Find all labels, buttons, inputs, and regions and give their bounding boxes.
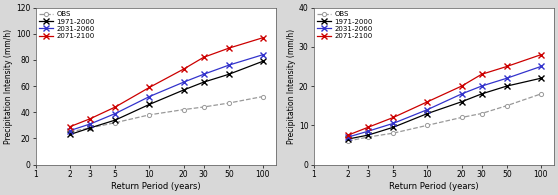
OBS — [87, 127, 94, 129]
2071-2100 — [478, 73, 485, 75]
OBS — [345, 140, 352, 142]
OBS — [458, 116, 465, 119]
2031-2060 — [503, 77, 510, 79]
2071-2100 — [180, 68, 187, 70]
2071-2100 — [537, 54, 544, 56]
2031-2060 — [112, 112, 119, 115]
2071-2100 — [365, 126, 372, 129]
2031-2060 — [390, 122, 397, 124]
Line: 2071-2100: 2071-2100 — [345, 52, 543, 138]
Line: 2031-2060: 2031-2060 — [345, 64, 543, 140]
OBS — [67, 131, 74, 133]
2071-2100 — [390, 116, 397, 119]
1971-2000 — [112, 119, 119, 121]
1971-2000 — [67, 133, 74, 136]
1971-2000 — [225, 73, 232, 75]
Line: 2071-2100: 2071-2100 — [68, 35, 266, 129]
OBS — [365, 136, 372, 138]
OBS — [259, 95, 266, 98]
2031-2060 — [67, 129, 74, 132]
2071-2100 — [503, 65, 510, 68]
2071-2100 — [112, 106, 119, 108]
2031-2060 — [345, 136, 352, 138]
2031-2060 — [458, 93, 465, 95]
2071-2100 — [87, 118, 94, 120]
OBS — [478, 112, 485, 115]
2031-2060 — [200, 73, 207, 75]
OBS — [146, 114, 153, 116]
OBS — [200, 106, 207, 108]
Legend: OBS, 1971-2000, 2031-2060, 2071-2100: OBS, 1971-2000, 2031-2060, 2071-2100 — [316, 10, 374, 41]
Line: 1971-2000: 1971-2000 — [68, 58, 266, 137]
2031-2060 — [478, 85, 485, 87]
2071-2100 — [200, 56, 207, 58]
2031-2060 — [537, 65, 544, 68]
2031-2060 — [146, 95, 153, 98]
1971-2000 — [424, 112, 431, 115]
X-axis label: Return Period (years): Return Period (years) — [389, 182, 479, 191]
Y-axis label: Precipitation Intensity (mm/h): Precipitation Intensity (mm/h) — [287, 28, 296, 144]
2031-2060 — [180, 81, 187, 83]
Line: OBS: OBS — [68, 94, 265, 134]
Line: 1971-2000: 1971-2000 — [345, 75, 543, 142]
Line: OBS: OBS — [346, 92, 543, 143]
1971-2000 — [365, 134, 372, 136]
Legend: OBS, 1971-2000, 2031-2060, 2071-2100: OBS, 1971-2000, 2031-2060, 2071-2100 — [38, 10, 96, 41]
1971-2000 — [503, 85, 510, 87]
Y-axis label: Precipitation Intensity (mm/h): Precipitation Intensity (mm/h) — [4, 28, 13, 144]
2071-2100 — [67, 125, 74, 128]
1971-2000 — [345, 138, 352, 140]
2031-2060 — [87, 123, 94, 125]
2071-2100 — [146, 86, 153, 89]
OBS — [390, 132, 397, 134]
1971-2000 — [458, 101, 465, 103]
1971-2000 — [200, 81, 207, 83]
X-axis label: Return Period (years): Return Period (years) — [111, 182, 201, 191]
OBS — [112, 121, 119, 124]
1971-2000 — [390, 126, 397, 129]
OBS — [424, 124, 431, 127]
1971-2000 — [87, 127, 94, 129]
Line: 2031-2060: 2031-2060 — [68, 52, 266, 133]
OBS — [503, 105, 510, 107]
2031-2060 — [225, 64, 232, 66]
1971-2000 — [180, 89, 187, 91]
2031-2060 — [259, 54, 266, 56]
2071-2100 — [259, 36, 266, 39]
OBS — [225, 102, 232, 104]
2031-2060 — [424, 108, 431, 111]
OBS — [180, 108, 187, 111]
2071-2100 — [458, 85, 465, 87]
1971-2000 — [259, 60, 266, 62]
1971-2000 — [146, 103, 153, 105]
1971-2000 — [537, 77, 544, 79]
2071-2100 — [424, 101, 431, 103]
2071-2100 — [225, 47, 232, 49]
OBS — [537, 93, 544, 95]
2031-2060 — [365, 130, 372, 132]
1971-2000 — [478, 93, 485, 95]
2071-2100 — [345, 134, 352, 136]
